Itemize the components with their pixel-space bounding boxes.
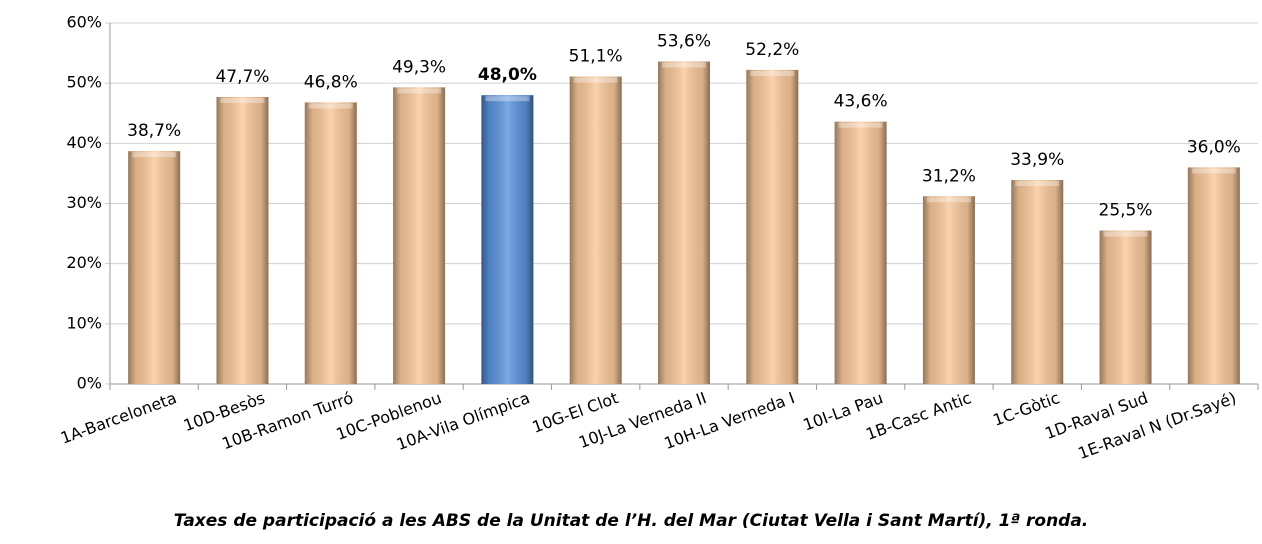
value-label: 43,6% xyxy=(834,92,888,112)
y-tick-label: 50% xyxy=(66,73,102,92)
bar-shade xyxy=(1187,167,1240,384)
bar-cap xyxy=(662,62,706,68)
bar-shade xyxy=(658,61,710,385)
y-tick-label: 30% xyxy=(66,193,102,212)
value-label: 31,2% xyxy=(922,166,976,186)
bar-cap xyxy=(485,96,530,102)
bar-cap xyxy=(308,103,353,109)
value-label: 33,9% xyxy=(1010,150,1064,170)
bar-cap xyxy=(926,197,971,203)
value-label: 25,5% xyxy=(1099,201,1153,221)
value-label: 48,0% xyxy=(478,65,537,85)
y-tick-label: 40% xyxy=(66,133,102,152)
bar-shade xyxy=(1011,180,1064,384)
bar-shade xyxy=(128,151,181,384)
x-tick-label: 1E-Raval N (Dr.Sayé) xyxy=(1076,388,1239,463)
y-tick-label: 60% xyxy=(66,13,102,32)
bar-shade xyxy=(304,102,357,385)
y-tick-label: 10% xyxy=(66,313,102,332)
bar-shade xyxy=(569,76,622,384)
value-label: 52,2% xyxy=(745,40,799,60)
chart-title: Taxes de participació a les ABS de la Un… xyxy=(174,511,1089,531)
value-label: 47,7% xyxy=(215,67,269,87)
bar-cap xyxy=(1191,168,1236,174)
bar-cap xyxy=(220,98,265,104)
bar-shade xyxy=(922,196,975,384)
bar-shade xyxy=(1099,230,1152,384)
bar-shade xyxy=(746,69,799,385)
bar-cap xyxy=(397,88,442,94)
y-tick-label: 20% xyxy=(66,253,102,272)
bar-cap xyxy=(838,122,883,128)
bar-shade xyxy=(834,121,887,384)
bar-cap xyxy=(750,70,795,76)
bar-shade xyxy=(481,95,534,384)
value-label: 53,6% xyxy=(657,32,711,52)
y-tick-label: 0% xyxy=(77,374,102,393)
bar-cap xyxy=(573,77,618,83)
bar-cap xyxy=(132,152,177,158)
bar-shade xyxy=(393,87,446,385)
bar-cap xyxy=(1103,231,1148,237)
value-label: 51,1% xyxy=(569,47,623,67)
bar-shade xyxy=(216,97,269,384)
value-label: 36,0% xyxy=(1187,137,1241,157)
bar-cap xyxy=(1015,181,1060,187)
x-tick-label: 1A-Barceloneta xyxy=(58,388,179,448)
value-label: 38,7% xyxy=(127,121,181,141)
value-label: 49,3% xyxy=(392,57,446,77)
value-label: 46,8% xyxy=(304,72,358,92)
